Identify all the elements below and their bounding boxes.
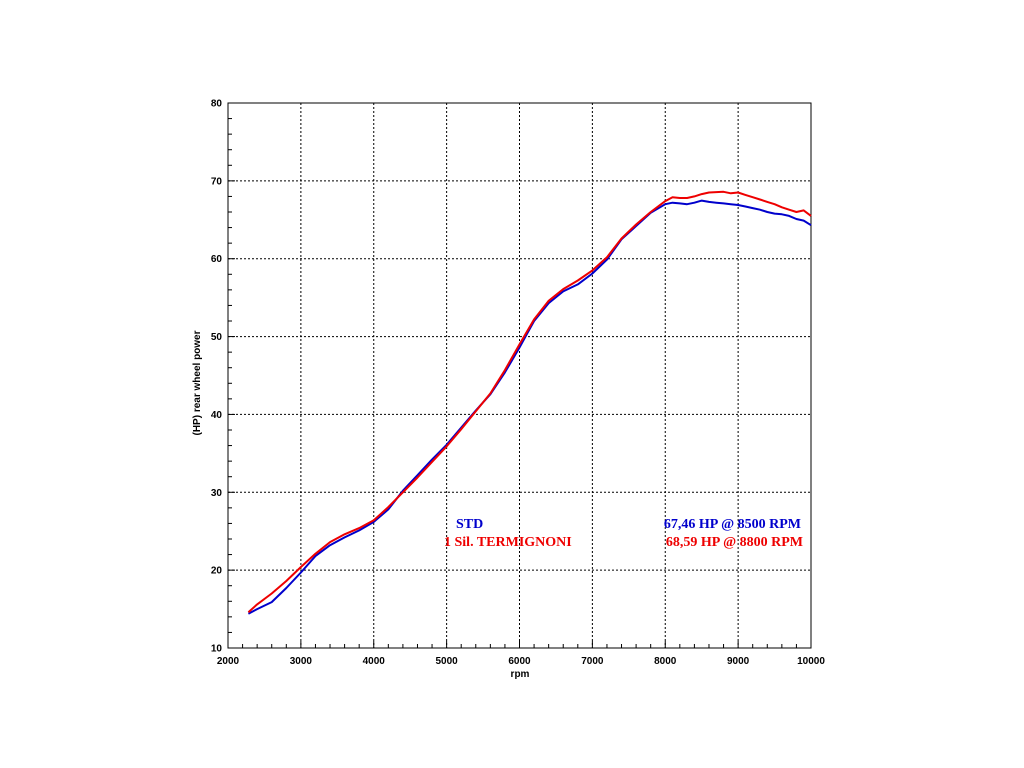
- series-layer: [247, 190, 812, 615]
- x-tick-label: 4000: [363, 656, 386, 667]
- x-axis-label: rpm: [511, 669, 530, 680]
- y-axis-label: (HP) rear wheel power: [192, 330, 203, 435]
- y-tick-label: 80: [211, 99, 223, 110]
- grid-lines: [228, 103, 811, 648]
- y-tick-label: 40: [211, 410, 223, 421]
- x-tick-labels: 2000 3000 4000 5000 6000 7000 8000 9000 10000: [217, 656, 825, 667]
- series-line-std: [247, 199, 812, 615]
- y-tick-label: 20: [211, 566, 223, 577]
- x-tick-label: 7000: [581, 656, 604, 667]
- y-tick-label: 10: [211, 644, 223, 655]
- x-tick-label: 2000: [217, 656, 240, 667]
- y-tick-label: 70: [211, 176, 223, 187]
- x-tick-label: 10000: [797, 656, 825, 667]
- legend-std-peak: 67,46 HP @ 8500 RPM: [664, 517, 801, 532]
- y-tick-label: 30: [211, 488, 223, 499]
- legend-termignoni-peak: 68,59 HP @ 8800 RPM: [666, 535, 803, 550]
- x-tick-label: 6000: [508, 656, 531, 667]
- legend: STD 67,46 HP @ 8500 RPM 1 Sil. TERMIGNON…: [444, 517, 803, 550]
- x-tick-label: 9000: [727, 656, 750, 667]
- plot-frame: [227, 102, 812, 649]
- y-tick-label: 60: [211, 254, 223, 265]
- x-tick-label: 5000: [436, 656, 459, 667]
- y-tick-label: 50: [211, 332, 223, 343]
- y-tick-labels: 10 20 30 40 50 60 70 80: [211, 99, 223, 655]
- legend-std-name: STD: [456, 517, 483, 532]
- series-line-termignoni: [247, 190, 812, 613]
- legend-termignoni-name: 1 Sil. TERMIGNONI: [444, 535, 572, 550]
- x-tick-label: 8000: [654, 656, 677, 667]
- x-tick-label: 3000: [290, 656, 313, 667]
